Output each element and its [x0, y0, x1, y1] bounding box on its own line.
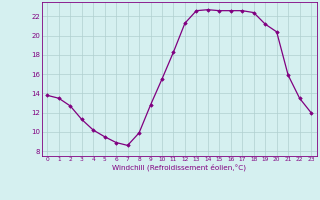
X-axis label: Windchill (Refroidissement éolien,°C): Windchill (Refroidissement éolien,°C): [112, 164, 246, 171]
